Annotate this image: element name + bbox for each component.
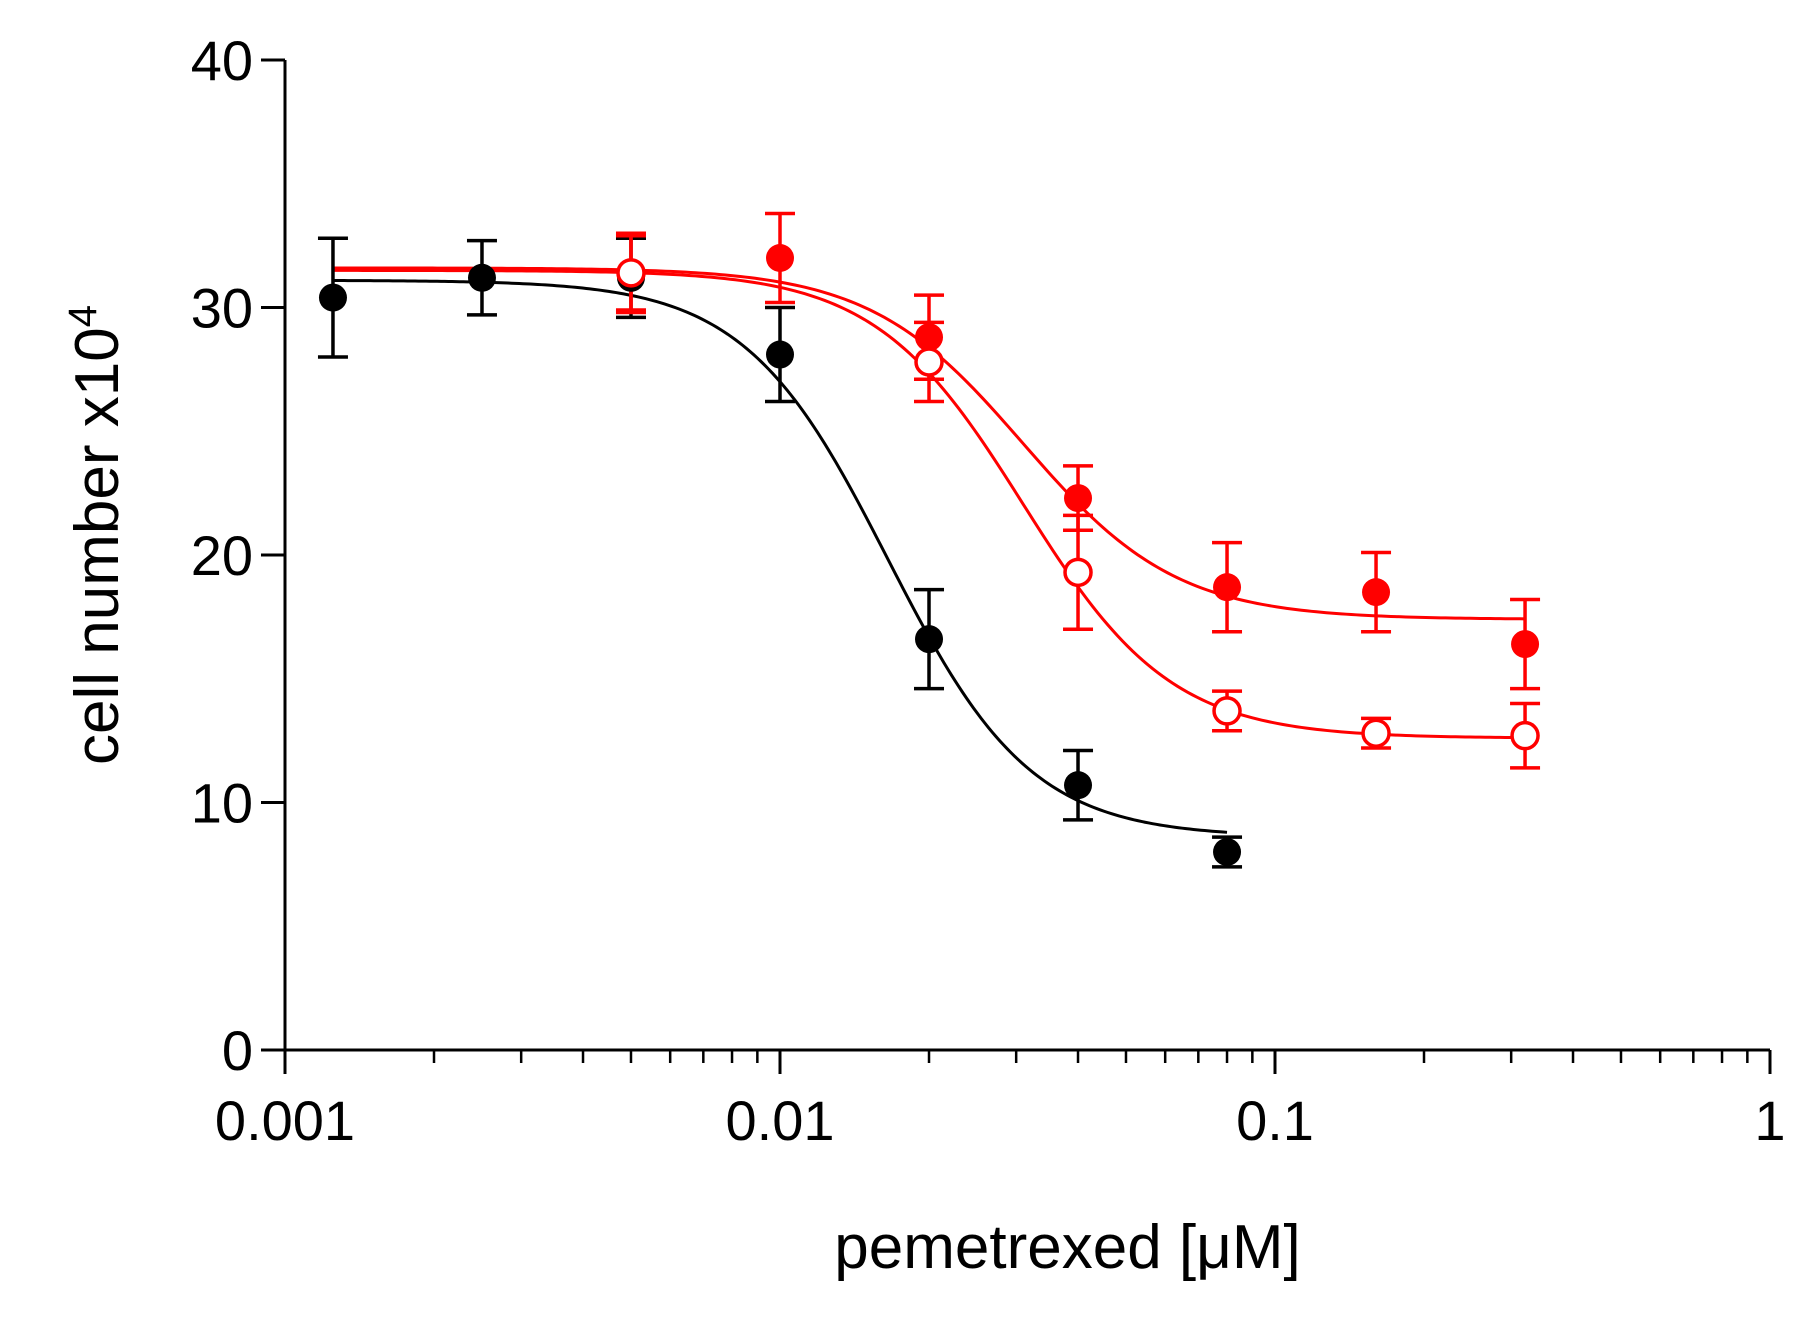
y-axis-title-superscript: 4 [61, 305, 105, 327]
y-tick-label: 0 [222, 1019, 253, 1082]
y-axis-ticks: 0 10 20 30 40 [191, 29, 285, 1082]
y-tick-label: 40 [191, 29, 253, 92]
data-point-filled [467, 263, 496, 292]
data-point-filled [915, 323, 944, 352]
y-tick-label: 20 [191, 524, 253, 587]
y-axis-title-main: cell number x10 [63, 327, 132, 765]
data-point-filled [766, 340, 794, 369]
data-point-filled [766, 244, 794, 272]
data-point-open [616, 258, 646, 288]
x-tick-label: 0.001 [215, 1089, 355, 1152]
x-tick-label: 0.01 [726, 1089, 835, 1152]
data-point-filled [1213, 838, 1242, 866]
y-tick-label: 30 [191, 277, 253, 340]
data-point-open [1510, 720, 1540, 751]
data-points [317, 211, 1541, 869]
data-point-open [914, 347, 944, 377]
data-point-filled [1362, 578, 1391, 607]
data-point-open [1063, 557, 1093, 588]
x-axis-ticks: 0.001 0.01 0.1 1 [215, 1050, 1786, 1152]
axes [283, 60, 1770, 1052]
x-tick-label: 0.1 [1236, 1089, 1314, 1152]
data-point-filled [915, 625, 944, 654]
y-axis-title: cell number x104 [61, 305, 132, 765]
data-point-filled [1511, 630, 1540, 659]
data-point-open [1212, 696, 1242, 726]
data-point-filled [1064, 484, 1093, 513]
y-tick-label: 10 [191, 772, 253, 835]
x-tick-label: 1 [1754, 1089, 1785, 1152]
x-axis-title: pemetrexed [μM] [834, 1213, 1300, 1282]
data-point-filled [1064, 771, 1093, 800]
data-point-open [1361, 718, 1391, 748]
data-point-filled [1213, 573, 1242, 602]
data-point-filled [318, 283, 347, 312]
